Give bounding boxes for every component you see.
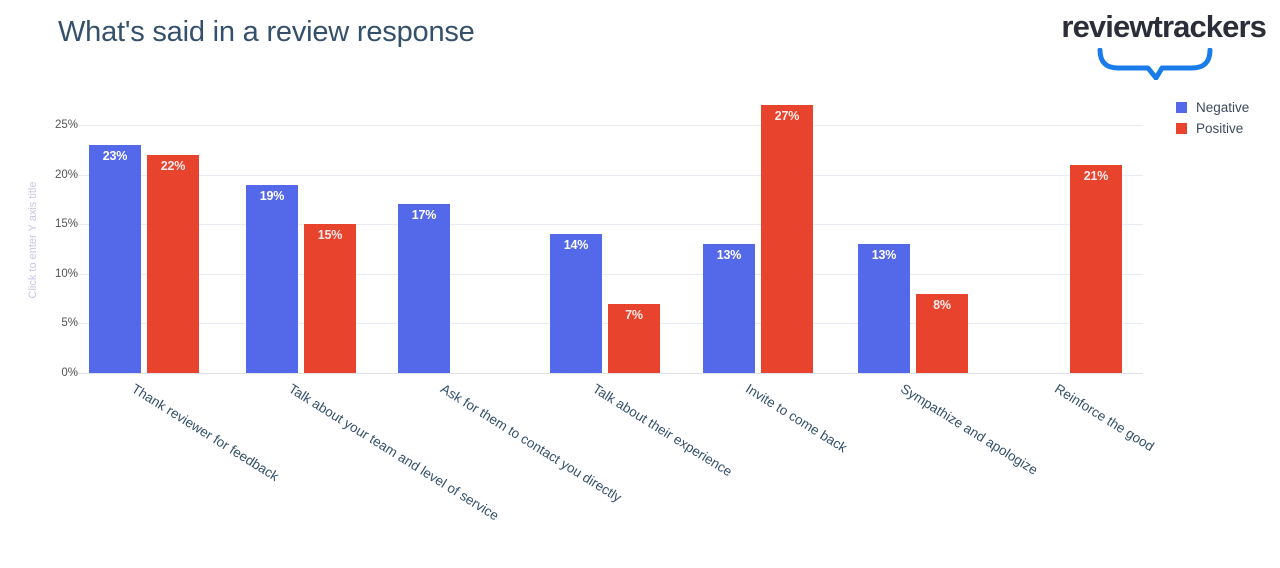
y-tick-label: 0% [61, 367, 78, 379]
bar-value-label: 22% [160, 158, 186, 173]
gridline [78, 224, 1143, 226]
bar-positive[interactable]: 22% [147, 154, 199, 373]
x-axis-label[interactable]: Reinforce the good [1052, 381, 1157, 455]
gridline [78, 373, 1143, 374]
y-tick-label: 5% [61, 317, 78, 330]
bar-positive[interactable]: 27% [761, 105, 813, 373]
legend-item-negative[interactable]: Negative [1176, 98, 1276, 117]
y-tick-label: 20% [54, 168, 78, 181]
bar-positive[interactable]: 21% [1070, 164, 1122, 373]
y-tick-label: 15% [54, 218, 78, 231]
y-tick-mark [72, 322, 78, 324]
bar-value-label: 17% [411, 208, 437, 223]
legend-swatch-negative [1176, 102, 1187, 113]
y-tick-label: 25% [54, 119, 78, 131]
bar-value-label: 23% [102, 148, 128, 163]
x-axis-label[interactable]: Thank reviewer for feedback [129, 381, 282, 484]
bar-negative[interactable]: 14% [550, 234, 602, 373]
y-tick-label: 10% [54, 267, 78, 280]
y-tick-mark [72, 124, 78, 126]
bar-positive[interactable]: 7% [608, 303, 660, 373]
chart-legend: Negative Positive [1176, 98, 1276, 140]
bar-negative[interactable]: 13% [858, 244, 910, 373]
speech-bubble-icon [1097, 48, 1213, 80]
bar-positive[interactable]: 8% [916, 293, 968, 373]
bar-negative[interactable]: 19% [246, 184, 298, 373]
gridline [78, 174, 1143, 176]
bar-positive[interactable]: 15% [304, 224, 356, 373]
legend-label-positive: Positive [1196, 121, 1244, 136]
bar-value-label: 13% [716, 248, 742, 263]
legend-item-positive[interactable]: Positive [1176, 119, 1276, 138]
bar-value-label: 8% [933, 297, 951, 312]
gridline [78, 125, 1143, 126]
x-axis-label[interactable]: Talk about their experience [590, 381, 735, 480]
bar-value-label: 14% [563, 238, 589, 253]
bar-value-label: 21% [1083, 168, 1109, 183]
y-tick-mark [72, 174, 78, 176]
x-axis-label[interactable]: Invite to come back [743, 381, 850, 456]
bar-value-label: 19% [259, 188, 285, 203]
page-title: What's said in a review response [58, 16, 475, 48]
brand-logo: reviewtrackers [1008, 9, 1267, 82]
legend-swatch-positive [1176, 123, 1187, 134]
bar-value-label: 15% [317, 228, 343, 243]
bar-negative[interactable]: 17% [398, 204, 450, 373]
gridline [78, 273, 1143, 275]
bar-value-label: 27% [774, 109, 800, 124]
bar-value-label: 7% [625, 307, 643, 322]
bar-value-label: 13% [871, 248, 897, 263]
legend-label-negative: Negative [1196, 100, 1250, 115]
y-tick-mark [72, 372, 78, 374]
bar-negative[interactable]: 23% [89, 144, 141, 373]
brand-wordmark: reviewtrackers [1061, 9, 1266, 44]
bar-negative[interactable]: 13% [703, 244, 755, 373]
y-tick-mark [72, 223, 78, 225]
x-axis-label[interactable]: Sympathize and apologize [898, 381, 1041, 478]
y-tick-mark [72, 273, 78, 275]
x-axis-label[interactable]: Ask for them to contact you directly [438, 381, 625, 506]
